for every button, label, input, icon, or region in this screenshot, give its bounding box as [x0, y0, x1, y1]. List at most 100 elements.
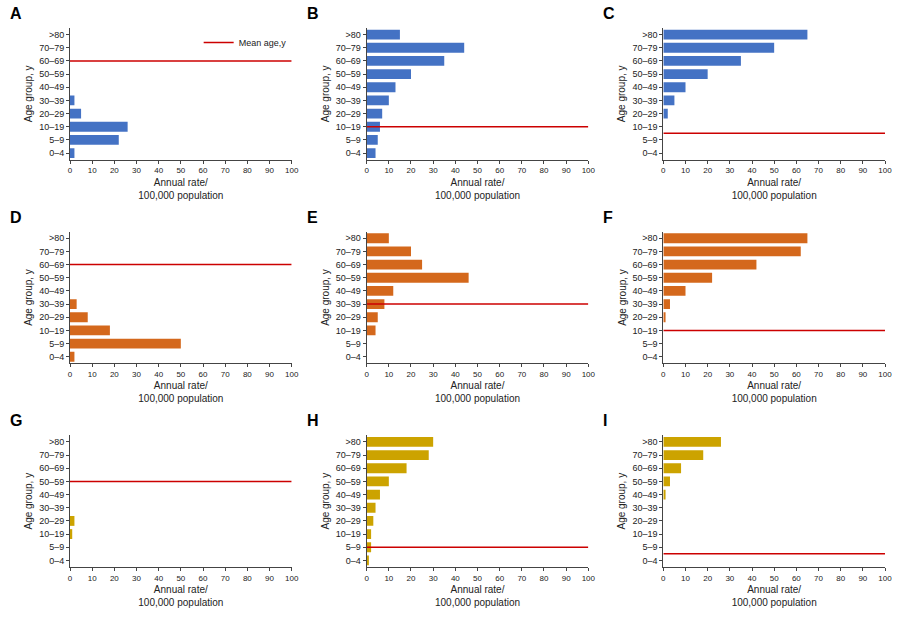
- svg-text:Annual rate/100,000 population: Annual rate/100,000 population: [732, 380, 817, 404]
- svg-text:50: 50: [473, 370, 482, 379]
- svg-text:50–59: 50–59: [39, 69, 64, 79]
- svg-text:70: 70: [221, 166, 230, 175]
- svg-text:50: 50: [770, 370, 779, 379]
- svg-text:70: 70: [517, 370, 526, 379]
- svg-text:10–19: 10–19: [39, 529, 64, 539]
- svg-text:Age group, y: Age group, y: [23, 65, 34, 122]
- svg-text:60–69: 60–69: [39, 463, 64, 473]
- svg-text:60–69: 60–69: [633, 56, 658, 66]
- svg-text:10–19: 10–19: [336, 122, 361, 132]
- svg-text:70–79: 70–79: [39, 450, 64, 460]
- svg-text:10: 10: [681, 166, 690, 175]
- svg-text:20–29: 20–29: [39, 312, 64, 322]
- svg-text:100: 100: [582, 370, 596, 379]
- svg-text:40–49: 40–49: [336, 82, 361, 92]
- svg-text:0–4: 0–4: [643, 556, 658, 566]
- svg-text:0: 0: [661, 574, 666, 583]
- svg-text:100: 100: [878, 166, 892, 175]
- svg-text:Age group, y: Age group, y: [320, 473, 331, 530]
- svg-text:5–9: 5–9: [49, 339, 64, 349]
- svg-text:Age group, y: Age group, y: [617, 473, 628, 530]
- svg-text:80: 80: [836, 166, 845, 175]
- svg-text:50–59: 50–59: [336, 273, 361, 283]
- svg-text:>80: >80: [49, 233, 64, 243]
- svg-text:40–49: 40–49: [633, 286, 658, 296]
- svg-text:30–39: 30–39: [39, 503, 64, 513]
- svg-text:60–69: 60–69: [633, 260, 658, 270]
- svg-text:20: 20: [703, 370, 712, 379]
- svg-text:70: 70: [517, 166, 526, 175]
- svg-text:80: 80: [243, 574, 252, 583]
- svg-text:30–39: 30–39: [39, 96, 64, 106]
- svg-text:>80: >80: [642, 30, 657, 40]
- svg-text:70–79: 70–79: [39, 247, 64, 257]
- svg-text:50: 50: [473, 574, 482, 583]
- svg-text:0–4: 0–4: [643, 352, 658, 362]
- svg-text:50–59: 50–59: [39, 273, 64, 283]
- svg-text:40: 40: [748, 370, 757, 379]
- svg-text:10: 10: [88, 166, 97, 175]
- svg-text:I: I: [603, 412, 607, 429]
- svg-text:Age group, y: Age group, y: [320, 269, 331, 326]
- svg-text:40–49: 40–49: [39, 286, 64, 296]
- svg-text:Age group, y: Age group, y: [617, 269, 628, 326]
- svg-text:30: 30: [132, 370, 141, 379]
- svg-text:60–69: 60–69: [39, 260, 64, 270]
- svg-text:>80: >80: [346, 233, 361, 243]
- svg-text:50–59: 50–59: [633, 477, 658, 487]
- svg-text:20–29: 20–29: [633, 109, 658, 119]
- svg-text:Annual rate/100,000 population: Annual rate/100,000 population: [732, 584, 817, 608]
- svg-text:30: 30: [725, 574, 734, 583]
- svg-text:30: 30: [132, 166, 141, 175]
- svg-text:70–79: 70–79: [633, 450, 658, 460]
- svg-text:0–4: 0–4: [346, 352, 361, 362]
- svg-text:G: G: [10, 412, 22, 429]
- svg-text:70: 70: [814, 166, 823, 175]
- svg-text:70–79: 70–79: [336, 43, 361, 53]
- svg-text:40: 40: [154, 574, 163, 583]
- svg-text:90: 90: [265, 370, 274, 379]
- svg-text:10–19: 10–19: [633, 326, 658, 336]
- svg-text:Annual rate/100,000 population: Annual rate/100,000 population: [435, 380, 520, 404]
- svg-text:0–4: 0–4: [49, 556, 64, 566]
- svg-text:50–59: 50–59: [336, 477, 361, 487]
- svg-text:40: 40: [154, 166, 163, 175]
- svg-text:40: 40: [451, 166, 460, 175]
- svg-text:80: 80: [243, 370, 252, 379]
- svg-text:0–4: 0–4: [346, 148, 361, 158]
- svg-text:20: 20: [703, 166, 712, 175]
- svg-text:100: 100: [878, 370, 892, 379]
- svg-text:70–79: 70–79: [39, 43, 64, 53]
- svg-text:5–9: 5–9: [346, 339, 361, 349]
- svg-text:30–39: 30–39: [336, 503, 361, 513]
- svg-text:70: 70: [221, 370, 230, 379]
- svg-text:80: 80: [540, 370, 549, 379]
- svg-text:Annual rate/100,000 population: Annual rate/100,000 population: [732, 177, 817, 201]
- svg-text:30: 30: [725, 166, 734, 175]
- svg-text:5–9: 5–9: [346, 542, 361, 552]
- svg-text:A: A: [10, 5, 22, 22]
- svg-text:30: 30: [429, 166, 438, 175]
- svg-text:Annual rate/100,000 population: Annual rate/100,000 population: [138, 177, 223, 201]
- svg-text:20–29: 20–29: [39, 516, 64, 526]
- svg-text:20: 20: [703, 574, 712, 583]
- svg-text:80: 80: [540, 574, 549, 583]
- svg-text:90: 90: [858, 370, 867, 379]
- svg-text:0: 0: [68, 166, 73, 175]
- svg-text:0: 0: [364, 166, 369, 175]
- svg-text:0: 0: [661, 370, 666, 379]
- svg-text:30: 30: [725, 370, 734, 379]
- svg-text:30–39: 30–39: [633, 299, 658, 309]
- svg-text:0–4: 0–4: [49, 148, 64, 158]
- svg-text:60–69: 60–69: [39, 56, 64, 66]
- svg-text:50: 50: [770, 574, 779, 583]
- svg-text:40: 40: [154, 370, 163, 379]
- svg-text:40: 40: [451, 370, 460, 379]
- svg-text:>80: >80: [49, 437, 64, 447]
- svg-text:100: 100: [285, 370, 299, 379]
- svg-text:70: 70: [221, 574, 230, 583]
- svg-text:10: 10: [384, 370, 393, 379]
- svg-text:20–29: 20–29: [633, 312, 658, 322]
- svg-text:Annual rate/100,000 population: Annual rate/100,000 population: [138, 584, 223, 608]
- svg-text:100: 100: [582, 574, 596, 583]
